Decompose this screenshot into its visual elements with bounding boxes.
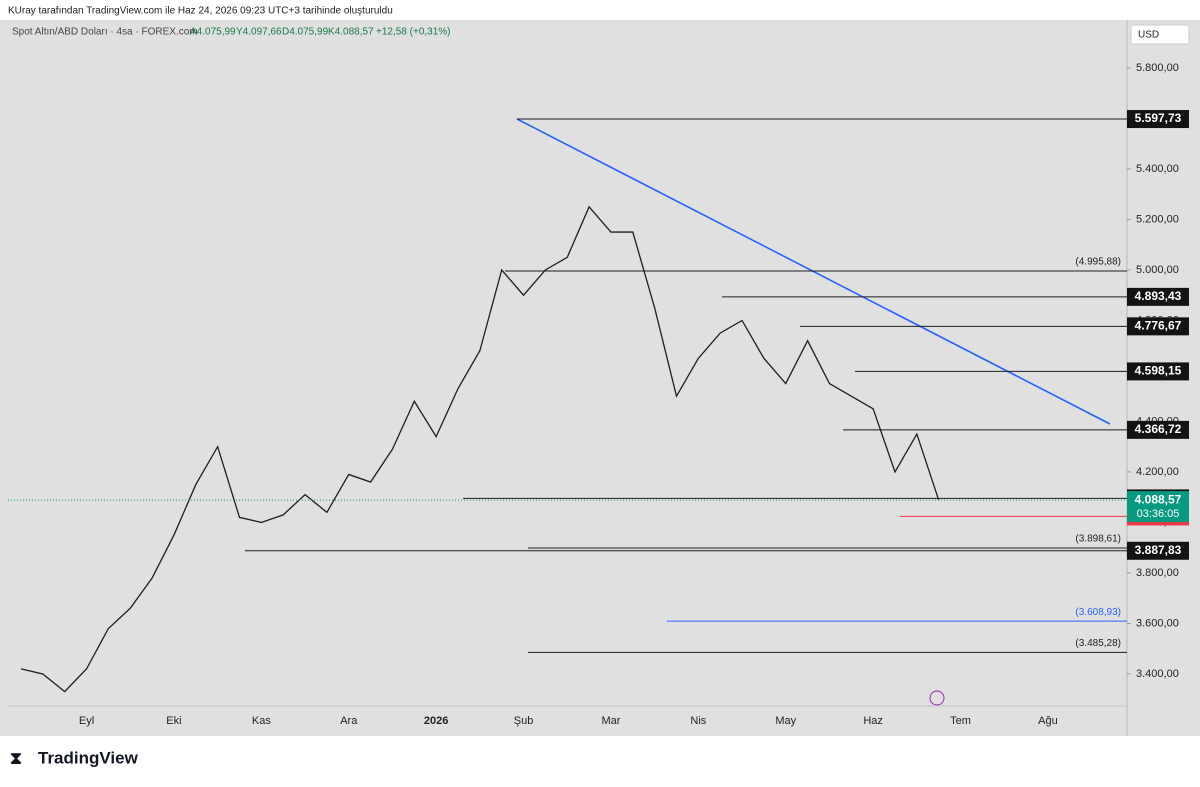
y-tick-label: 3.600,00 bbox=[1136, 617, 1179, 629]
x-tick-label: Eyl bbox=[79, 715, 94, 727]
trend-line bbox=[516, 118, 1111, 425]
ohlc-high: Y4.097,66 bbox=[236, 27, 282, 38]
level-label: 4.366,72 bbox=[1135, 422, 1182, 436]
current-price-box bbox=[1127, 491, 1189, 523]
y-tick-label: 5.800,00 bbox=[1136, 62, 1179, 74]
x-tick-label: Ağu bbox=[1038, 715, 1058, 727]
level-box bbox=[1127, 110, 1189, 129]
countdown: 03:36:05 bbox=[1137, 508, 1180, 520]
level-box bbox=[1127, 287, 1189, 306]
level-note: (3.485,28) bbox=[1075, 638, 1121, 649]
y-tick-label: 3.800,00 bbox=[1136, 567, 1179, 579]
price-line bbox=[20, 205, 940, 693]
logo-mark: ⧗ bbox=[10, 748, 22, 767]
change: +12,58 (+0,31%) bbox=[376, 27, 451, 38]
credit: KUray tarafından TradingView.com ile Haz… bbox=[8, 6, 393, 17]
level-label: 5.597,73 bbox=[1135, 111, 1182, 125]
event-icon[interactable] bbox=[929, 690, 945, 706]
x-tick-label: Tem bbox=[950, 715, 971, 727]
y-tick-label: 5.000,00 bbox=[1136, 264, 1179, 276]
y-tick-label: 4.200,00 bbox=[1136, 466, 1179, 478]
x-tick-label: Ara bbox=[340, 715, 358, 727]
ohlc-open: A4.075,99 bbox=[190, 27, 236, 38]
chart-background bbox=[0, 20, 1200, 736]
level-label: 4.598,15 bbox=[1135, 364, 1182, 378]
x-tick-label: 2026 bbox=[424, 715, 448, 727]
level-box bbox=[1127, 317, 1189, 336]
x-tick-label: Nis bbox=[690, 715, 706, 727]
currency[interactable]: USD bbox=[1138, 30, 1159, 41]
symbol: Spot Altın/ABD Doları · 4sa · FOREX.com bbox=[12, 27, 198, 38]
x-tick-label: Şub bbox=[514, 715, 534, 727]
y-tick-label: 5.200,00 bbox=[1136, 213, 1179, 225]
x-tick-label: Eki bbox=[166, 715, 181, 727]
x-tick-label: May bbox=[775, 715, 796, 727]
level-note: (3.898,61) bbox=[1075, 534, 1121, 545]
level-box bbox=[1127, 541, 1189, 560]
level-note: (4.995,88) bbox=[1075, 257, 1121, 268]
level-label: 4.776,67 bbox=[1135, 319, 1182, 333]
x-tick-label: Kas bbox=[252, 715, 271, 727]
level-box bbox=[1127, 420, 1189, 439]
level-box bbox=[1127, 362, 1189, 381]
brand: TradingView bbox=[38, 748, 139, 767]
x-tick-label: Haz bbox=[863, 715, 883, 727]
level-label: 4.893,43 bbox=[1135, 289, 1182, 303]
y-tick-label: 3.400,00 bbox=[1136, 668, 1179, 680]
x-tick-label: Mar bbox=[601, 715, 620, 727]
y-tick-label: 5.400,00 bbox=[1136, 163, 1179, 175]
current-price-label: 4.088,57 bbox=[1135, 492, 1182, 506]
currency-box[interactable] bbox=[1130, 24, 1190, 45]
ohlc-low: D4.075,99 bbox=[282, 27, 329, 38]
ohlc-close: K4.088,57 bbox=[328, 27, 374, 38]
level-label: 3.887,83 bbox=[1135, 543, 1182, 557]
level-note: (3.608,93) bbox=[1075, 607, 1121, 618]
